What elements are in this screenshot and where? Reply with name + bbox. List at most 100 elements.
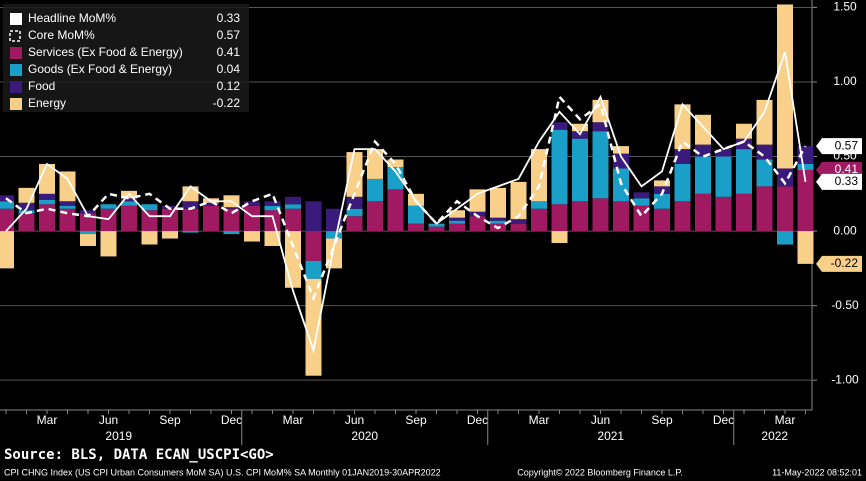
bar-segment xyxy=(182,231,199,233)
x-tick-label: Mar xyxy=(37,413,58,427)
x-tick-label: Jun xyxy=(345,413,364,427)
bar-segment xyxy=(510,223,527,232)
x-tick-label: Mar xyxy=(283,413,304,427)
bar-segment xyxy=(346,216,363,232)
bar-segment xyxy=(0,201,14,209)
year-label: 2019 xyxy=(105,429,132,443)
bar-segment xyxy=(531,208,547,232)
bar-segment xyxy=(613,146,629,154)
bar-segment xyxy=(408,205,424,224)
bar-segment xyxy=(695,156,711,194)
bar-segment xyxy=(162,231,178,239)
x-tick-label: Sep xyxy=(159,413,181,427)
bar-segment xyxy=(654,186,670,194)
bar-segment xyxy=(777,168,793,187)
bar-segment xyxy=(551,204,568,232)
end-label-box xyxy=(816,255,862,272)
year-label: 2022 xyxy=(761,429,788,443)
bar-segment xyxy=(100,231,117,257)
bar-segment xyxy=(387,189,404,232)
bar-segment xyxy=(18,213,35,232)
bar-segment xyxy=(490,220,506,224)
bar-segment xyxy=(59,205,76,209)
end-label: -0.22 xyxy=(816,255,862,272)
year-label: 2020 xyxy=(351,429,378,443)
legend-swatch xyxy=(10,47,22,59)
legend-value: 0.04 xyxy=(217,62,241,76)
x-tick-label: Sep xyxy=(405,413,427,427)
legend-swatch xyxy=(10,98,22,110)
legend-value: 0.41 xyxy=(217,45,241,59)
bar-segment xyxy=(59,171,76,202)
bar-segment xyxy=(305,231,322,261)
bar-segment xyxy=(428,226,445,232)
x-tick-label: Jun xyxy=(99,413,118,427)
bar-segment xyxy=(613,201,629,232)
bar-segment xyxy=(285,208,301,232)
bar-segment xyxy=(674,149,691,164)
bar-segment xyxy=(80,210,96,214)
bar-segment xyxy=(715,149,732,157)
bar-segment xyxy=(367,178,383,202)
legend-value: 0.57 xyxy=(217,28,241,42)
bar-segment xyxy=(551,122,568,130)
bar-segment xyxy=(531,149,547,202)
source: Source: BLS, DATA ECAN_USCPI<GO> xyxy=(4,447,274,463)
bar-segment xyxy=(490,187,506,218)
legend-swatch xyxy=(10,64,22,76)
bar-segment xyxy=(715,156,732,197)
bar-segment xyxy=(244,231,260,242)
bar-segment xyxy=(572,123,588,132)
line xyxy=(5,51,807,354)
bar-segment xyxy=(346,196,363,209)
end-label-text: 0.33 xyxy=(835,174,859,188)
bar-segment xyxy=(674,164,691,202)
legend-value: -0.22 xyxy=(213,96,241,110)
bar-segment xyxy=(797,164,814,170)
bar-segment xyxy=(777,231,793,245)
bar-segment xyxy=(203,202,219,206)
bar-segment xyxy=(326,231,342,239)
x-tick-label: Dec xyxy=(221,413,242,427)
bar-segment xyxy=(59,201,76,206)
bar-segment xyxy=(490,217,506,221)
bar-segment xyxy=(797,231,814,264)
end-label: 0.33 xyxy=(816,173,862,190)
bar-segment xyxy=(182,208,199,232)
bar-segment xyxy=(121,201,137,206)
legend-label: Goods (Ex Food & Energy) xyxy=(28,62,172,76)
bar-segment xyxy=(592,131,609,199)
bar-segment xyxy=(162,208,178,232)
bar-segment xyxy=(39,199,55,205)
bar-segment xyxy=(346,208,363,217)
bar-segment xyxy=(531,201,547,209)
y-tick-label: 0.00 xyxy=(833,223,857,237)
bar-segment xyxy=(510,181,527,220)
legend-label: Energy xyxy=(28,96,66,110)
legend-label: Services (Ex Food & Energy) xyxy=(28,45,183,59)
bar-segment xyxy=(756,144,773,160)
bar-segment xyxy=(654,180,670,187)
bar-segment xyxy=(39,204,55,232)
bar-segment xyxy=(572,201,588,232)
bar-segment xyxy=(18,202,35,211)
bar-segment xyxy=(797,169,814,232)
bar-segment xyxy=(613,153,629,169)
bar-segment xyxy=(100,204,117,209)
bar-segment xyxy=(59,208,76,232)
bar-segment xyxy=(141,231,158,245)
footer-center: Copyright© 2022 Bloomberg Finance L.P. xyxy=(517,467,683,477)
bar-segment xyxy=(367,201,383,232)
bar-segment xyxy=(387,159,404,167)
bar-segment xyxy=(39,193,55,200)
bar-segment xyxy=(182,201,199,209)
bar-segment xyxy=(367,149,383,179)
bar-segment xyxy=(551,129,568,205)
y-tick-label: 1.00 xyxy=(833,74,857,88)
bar-segment xyxy=(592,198,609,232)
bar-segment xyxy=(264,210,281,232)
bar-segment xyxy=(756,99,773,145)
legend-box xyxy=(3,4,249,112)
legend-value: 0.33 xyxy=(217,11,241,25)
